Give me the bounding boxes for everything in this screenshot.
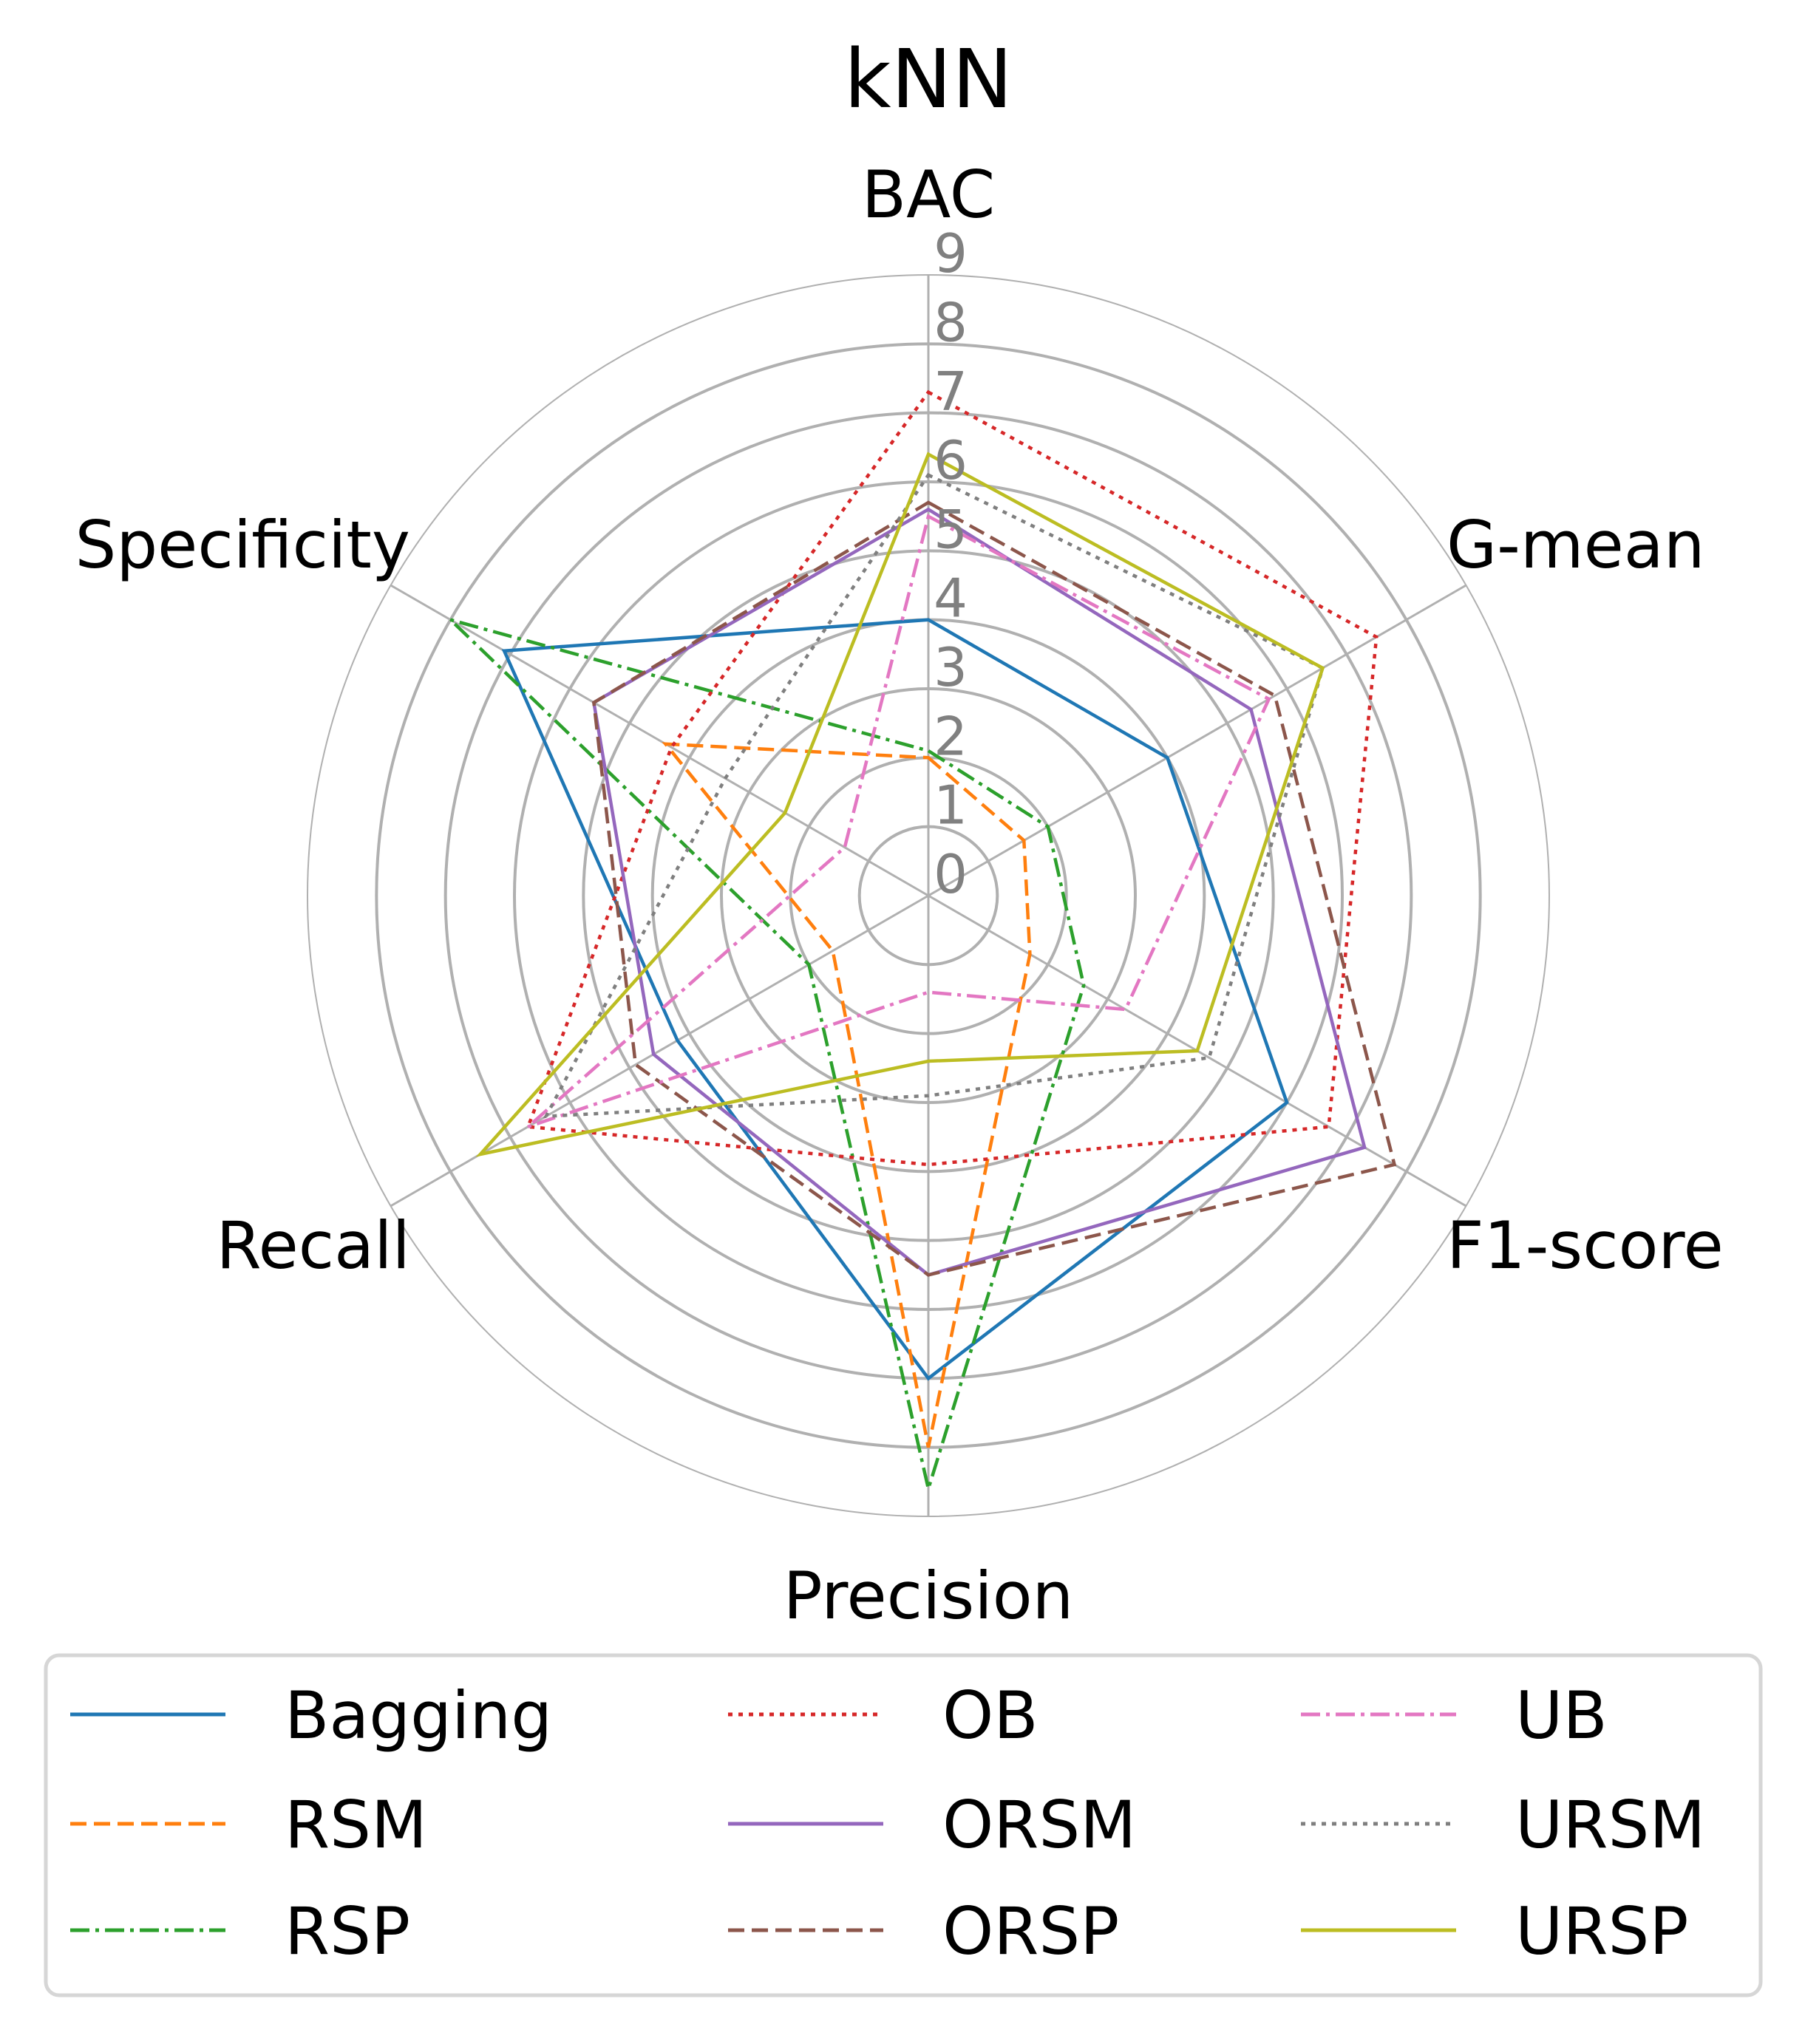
axis-label-bac: BAC [862, 157, 995, 233]
spoke-specificity [390, 584, 929, 897]
tick-label-0: 0 [934, 843, 968, 905]
series-ub [526, 514, 1271, 1128]
legend-label-ub: UB [1515, 1677, 1608, 1754]
axis-label-f1-score: F1-score [1447, 1207, 1724, 1284]
legend: Bagging RSM RSP OB ORSM ORSP UB URSM URSP [44, 1653, 1763, 1997]
axis-labels: BAC G-mean F1-score Precision Recall Specific… [75, 157, 1723, 1634]
tick-label-4: 4 [934, 568, 968, 630]
series-ursm [543, 472, 1325, 1119]
legend-label-orsm: ORSM [942, 1787, 1136, 1863]
tick-labels: 01 2 34 5 67 89 [934, 222, 968, 905]
series-orsp [591, 500, 1397, 1277]
tick-label-8: 8 [934, 291, 968, 353]
series-rsp [449, 618, 1086, 1496]
legend-label-ursm: URSM [1515, 1787, 1705, 1863]
legend-label-ursp: URSP [1515, 1893, 1688, 1969]
tick-label-6: 6 [934, 429, 968, 491]
axis-label-g-mean: G-mean [1447, 507, 1705, 583]
legend-box [44, 1653, 1763, 1997]
tick-label-9: 9 [934, 222, 968, 285]
legend-label-ob: OB [942, 1677, 1039, 1754]
axis-label-recall: Recall [216, 1207, 410, 1284]
series-layer [449, 389, 1397, 1496]
chart-title: kNN [844, 32, 1013, 126]
legend-label-bagging: Bagging [285, 1677, 552, 1754]
legend-label-rsp: RSP [285, 1893, 410, 1969]
tick-label-7: 7 [934, 361, 968, 423]
series-ursp [475, 452, 1325, 1157]
tick-label-5: 5 [934, 498, 968, 560]
series-ob [526, 389, 1379, 1167]
legend-label-orsp: ORSP [942, 1893, 1119, 1969]
axis-label-precision: Precision [783, 1558, 1074, 1634]
axis-label-specificity: Specificity [75, 507, 410, 583]
tick-label-2: 2 [934, 705, 968, 767]
radar-grid [307, 274, 1550, 1517]
tick-label-1: 1 [934, 774, 968, 837]
series-rsm [662, 742, 1032, 1448]
legend-label-rsm: RSM [285, 1787, 427, 1863]
series-bagging [501, 618, 1289, 1381]
tick-label-3: 3 [934, 636, 968, 698]
